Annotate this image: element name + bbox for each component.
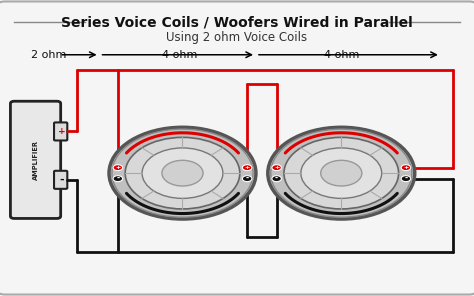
Circle shape [401,165,410,170]
Circle shape [401,176,410,182]
Text: 2 ohm: 2 ohm [31,50,66,60]
Text: Series Voice Coils / Woofers Wired in Parallel: Series Voice Coils / Woofers Wired in Pa… [61,15,413,29]
Circle shape [242,165,252,170]
Circle shape [268,127,415,219]
FancyBboxPatch shape [54,123,67,141]
Circle shape [272,176,282,182]
Text: 4 ohm: 4 ohm [324,50,359,60]
Circle shape [113,165,123,170]
Text: +: + [274,165,279,170]
Circle shape [321,160,362,186]
Text: 4 ohm: 4 ohm [163,50,198,60]
Text: AMPLIFIER: AMPLIFIER [33,140,38,180]
Circle shape [284,137,399,209]
Text: +: + [115,165,120,170]
Circle shape [125,137,240,209]
Circle shape [142,148,223,198]
Circle shape [272,165,282,170]
Circle shape [162,160,203,186]
Text: +: + [245,165,250,170]
FancyBboxPatch shape [54,171,67,189]
Circle shape [242,176,252,182]
Text: +: + [58,127,66,136]
Text: +: + [403,165,409,170]
Circle shape [301,148,382,198]
Text: -: - [116,174,119,183]
Text: Using 2 ohm Voice Coils: Using 2 ohm Voice Coils [166,31,308,44]
Text: -: - [404,174,408,183]
Text: -: - [275,174,278,183]
Circle shape [109,127,256,219]
Text: -: - [246,174,249,183]
Circle shape [113,176,123,182]
Text: -: - [60,175,64,185]
FancyBboxPatch shape [10,101,61,218]
